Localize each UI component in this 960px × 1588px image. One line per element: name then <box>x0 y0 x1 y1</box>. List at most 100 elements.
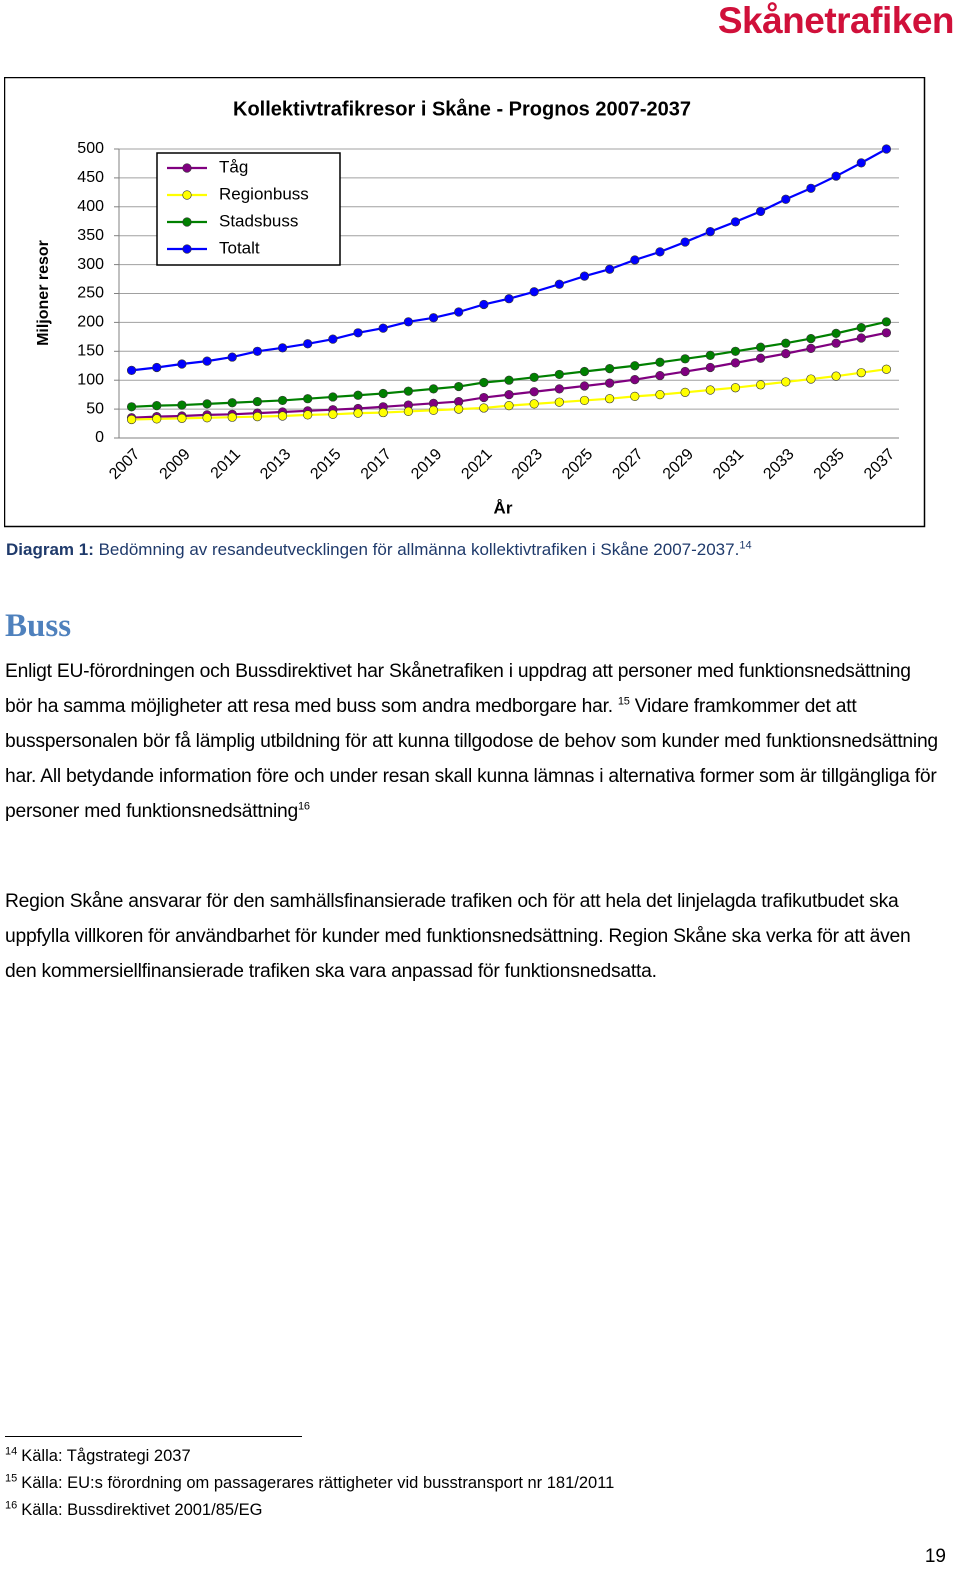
data-point <box>227 352 237 362</box>
paragraph: Enligt EU-förordningen och Bussdirektive… <box>5 654 940 829</box>
data-point <box>177 359 187 369</box>
data-point <box>529 287 539 297</box>
section-heading: Buss <box>5 608 72 644</box>
data-point <box>454 307 464 317</box>
data-point <box>227 412 237 422</box>
data-point <box>202 399 212 409</box>
page-number: 19 <box>924 1546 946 1567</box>
data-point <box>428 405 439 415</box>
y-tick-label: 400 <box>77 198 104 215</box>
data-point <box>252 346 262 356</box>
data-point <box>579 381 590 391</box>
data-point <box>655 247 665 257</box>
data-point <box>756 380 766 390</box>
legend-marker <box>182 217 192 227</box>
x-axis-label: År <box>494 498 513 517</box>
data-point <box>152 401 162 411</box>
text-run: Enligt EU-förordningen och Bussdirektive… <box>5 661 911 717</box>
data-point <box>428 384 439 394</box>
data-point <box>126 365 137 375</box>
data-point <box>454 404 464 414</box>
data-point <box>202 413 212 423</box>
data-point <box>705 385 715 395</box>
data-point <box>730 346 741 356</box>
data-point <box>630 391 640 401</box>
data-point <box>579 395 590 406</box>
data-point <box>554 397 564 407</box>
footnote-ref: 16 <box>297 800 310 813</box>
footnote: 15 Källa: EU:s förordning om passagerares… <box>5 1472 615 1493</box>
legend-marker <box>182 163 192 173</box>
y-tick-label: 100 <box>77 371 104 388</box>
data-point <box>579 366 590 377</box>
y-tick-label: 200 <box>77 314 104 331</box>
data-point <box>126 414 137 425</box>
data-point <box>705 350 715 360</box>
data-point <box>730 217 741 227</box>
data-point <box>781 194 791 204</box>
data-point <box>730 358 741 368</box>
data-point <box>353 408 363 418</box>
data-point <box>303 410 313 420</box>
data-point <box>831 371 841 381</box>
data-point <box>756 353 766 363</box>
data-point <box>504 375 514 385</box>
data-point <box>428 313 439 323</box>
data-point <box>126 402 137 412</box>
text-run: Region Skåne ansvarar för den samhällsfi… <box>5 891 911 982</box>
footnote-ref: 14 <box>739 539 752 552</box>
data-point <box>403 317 413 327</box>
data-point <box>605 378 615 388</box>
data-point <box>403 406 413 417</box>
text-run: Bedömning av resandeutvecklingen för all… <box>93 540 740 559</box>
data-point <box>328 392 338 402</box>
data-point <box>277 395 288 406</box>
data-point <box>378 407 388 418</box>
data-point <box>705 362 715 373</box>
data-point <box>781 377 791 387</box>
footnote-text: Källa: Tågstrategi 2037 <box>21 1447 191 1465</box>
data-point <box>303 394 313 404</box>
data-point <box>605 364 615 374</box>
data-point <box>655 370 665 381</box>
legend-label: Stadsbuss <box>219 211 298 230</box>
data-point <box>479 392 489 403</box>
data-point <box>479 403 489 413</box>
data-point <box>680 354 690 364</box>
data-point <box>756 342 766 352</box>
data-point <box>655 390 665 400</box>
data-point <box>605 264 615 274</box>
data-point <box>579 271 590 281</box>
data-point <box>504 294 514 304</box>
data-point <box>152 362 162 373</box>
legend-marker <box>182 190 192 200</box>
data-point <box>730 383 741 393</box>
data-point <box>605 394 615 404</box>
data-point <box>655 357 665 367</box>
data-point <box>806 333 816 344</box>
data-point <box>756 206 766 217</box>
data-point <box>252 396 262 407</box>
data-point <box>781 338 791 348</box>
data-point <box>252 412 262 422</box>
footnote-ref: 15 <box>617 695 630 708</box>
footnote-text: Källa: EU:s förordning om passagerares r… <box>21 1474 615 1492</box>
data-point <box>529 387 539 397</box>
data-point <box>504 390 514 400</box>
data-point <box>554 384 564 394</box>
y-tick-label: 250 <box>77 285 104 302</box>
data-point <box>529 399 539 409</box>
y-tick-label: 450 <box>77 169 104 186</box>
data-point <box>630 361 640 371</box>
footnote-number: 16 <box>5 1499 18 1512</box>
text-run: Diagram 1: <box>6 540 94 559</box>
data-point <box>831 338 841 348</box>
text-run: Vidare framkommer det att busspersonalen… <box>5 696 938 822</box>
legend-marker <box>182 244 192 254</box>
data-point <box>554 369 564 380</box>
footnote-number: 15 <box>5 1472 18 1485</box>
data-point <box>328 334 338 344</box>
data-point <box>680 366 690 377</box>
data-point <box>630 255 640 265</box>
